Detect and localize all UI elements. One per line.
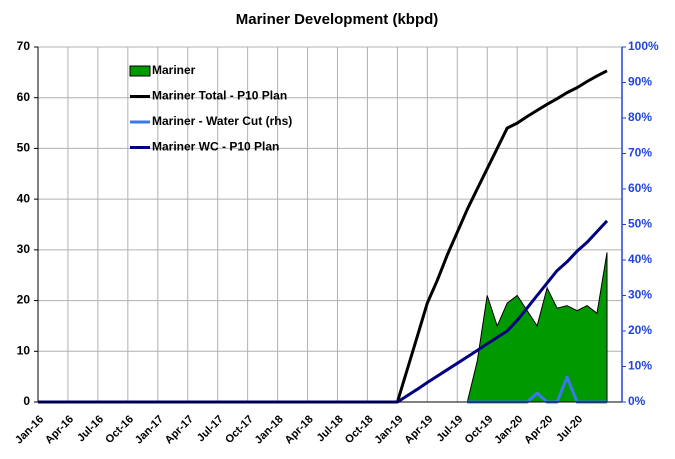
y-tick-label: 0 <box>23 394 30 408</box>
legend-label: Mariner Total - P10 Plan <box>152 89 287 103</box>
x-tick-label: Jul-18 <box>315 413 346 444</box>
x-tick-label: Apr-20 <box>522 413 555 446</box>
y2-tick-label: 50% <box>628 217 652 231</box>
x-tick-label: Oct-16 <box>103 413 136 446</box>
y2-tick-label: 20% <box>628 323 652 337</box>
area <box>38 252 608 403</box>
y2-tick-label: 90% <box>628 75 652 89</box>
x-tick-label: Oct-19 <box>463 413 496 446</box>
y2-tick-label: 70% <box>628 146 652 160</box>
x-tick-label: Apr-19 <box>402 413 435 446</box>
y-tick-label: 10 <box>17 343 31 357</box>
legend-label: Mariner - Water Cut (rhs) <box>152 114 292 128</box>
y2-tick-label: 80% <box>628 110 652 124</box>
x-tick-label: Jan-18 <box>253 413 286 446</box>
x-tick-label: Jul-17 <box>195 413 226 444</box>
x-tick-label: Jan-19 <box>372 413 405 446</box>
x-tick-label: Jul-16 <box>75 413 106 444</box>
x-tick-label: Jan-20 <box>492 413 525 446</box>
x-tick-label: Jul-19 <box>434 413 465 444</box>
y2-tick-label: 30% <box>628 288 652 302</box>
y-tick-label: 40 <box>17 191 31 205</box>
x-tick-label: Apr-18 <box>283 413 316 446</box>
x-tick-label: Oct-17 <box>223 413 256 446</box>
y-tick-label: 20 <box>17 293 31 307</box>
y2-tick-label: 0% <box>628 394 646 408</box>
y-tick-label: 50 <box>17 141 31 155</box>
x-tick-label: Jan-17 <box>133 413 166 446</box>
y2-tick-label: 10% <box>628 359 652 373</box>
y-tick-label: 70 <box>17 39 31 53</box>
x-tick-label: Apr-17 <box>163 413 196 446</box>
y-tick-label: 60 <box>17 90 31 104</box>
y2-tick-label: 60% <box>628 181 652 195</box>
legend-label: Mariner <box>152 63 196 77</box>
x-tick-label: Jan-16 <box>13 413 46 446</box>
chart-title: Mariner Development (kbpd) <box>236 11 439 28</box>
y2-tick-label: 100% <box>628 39 659 53</box>
legend-label: Mariner WC - P10 Plan <box>152 140 279 154</box>
x-tick-label: Oct-18 <box>343 413 376 446</box>
x-tick-label: Apr-16 <box>43 413 76 446</box>
legend-swatch <box>129 65 151 77</box>
x-tick-label: Jul-20 <box>554 413 585 444</box>
y-tick-label: 30 <box>17 242 31 256</box>
y2-tick-label: 40% <box>628 252 652 266</box>
